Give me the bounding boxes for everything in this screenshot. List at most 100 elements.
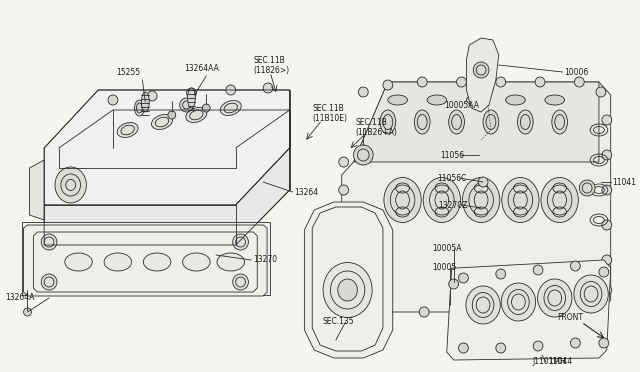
Ellipse shape xyxy=(467,95,486,105)
Ellipse shape xyxy=(217,253,244,271)
Text: 10006: 10006 xyxy=(564,67,589,77)
Ellipse shape xyxy=(141,92,149,112)
Circle shape xyxy=(496,343,506,353)
Circle shape xyxy=(596,87,606,97)
Ellipse shape xyxy=(466,286,500,324)
Text: 11044: 11044 xyxy=(548,357,572,366)
Text: FRONT: FRONT xyxy=(557,314,584,323)
Ellipse shape xyxy=(574,275,608,313)
Circle shape xyxy=(602,115,612,125)
Circle shape xyxy=(41,234,57,250)
Polygon shape xyxy=(44,148,290,245)
Circle shape xyxy=(458,343,468,353)
Circle shape xyxy=(564,307,574,317)
Ellipse shape xyxy=(502,177,539,222)
Ellipse shape xyxy=(188,88,195,108)
Circle shape xyxy=(599,267,609,277)
Circle shape xyxy=(496,269,506,279)
Text: SEC.11B: SEC.11B xyxy=(253,55,285,64)
Circle shape xyxy=(417,77,427,87)
Circle shape xyxy=(419,307,429,317)
Text: 10005: 10005 xyxy=(432,263,456,273)
Circle shape xyxy=(168,111,176,119)
Polygon shape xyxy=(29,160,44,220)
Ellipse shape xyxy=(483,110,499,134)
Circle shape xyxy=(535,77,545,87)
Ellipse shape xyxy=(104,253,132,271)
Polygon shape xyxy=(447,260,611,360)
Circle shape xyxy=(570,261,580,271)
Circle shape xyxy=(533,341,543,351)
Circle shape xyxy=(602,185,612,195)
Ellipse shape xyxy=(506,95,525,105)
Text: SEC.11B: SEC.11B xyxy=(312,103,344,112)
Circle shape xyxy=(180,98,193,112)
Circle shape xyxy=(530,307,540,317)
Ellipse shape xyxy=(65,253,92,271)
Circle shape xyxy=(478,177,488,187)
Circle shape xyxy=(358,87,368,97)
Circle shape xyxy=(602,255,612,265)
Ellipse shape xyxy=(423,177,461,222)
Circle shape xyxy=(233,274,248,290)
Circle shape xyxy=(383,80,393,90)
Circle shape xyxy=(449,279,458,289)
Text: 13264AA: 13264AA xyxy=(184,64,220,73)
Circle shape xyxy=(383,307,393,317)
Circle shape xyxy=(353,145,373,165)
Circle shape xyxy=(594,303,604,313)
Circle shape xyxy=(496,77,506,87)
Circle shape xyxy=(339,220,349,230)
Circle shape xyxy=(358,303,368,313)
Text: SEC.135: SEC.135 xyxy=(322,317,354,327)
Ellipse shape xyxy=(545,95,564,105)
Polygon shape xyxy=(467,38,499,112)
Circle shape xyxy=(24,308,31,316)
Circle shape xyxy=(226,85,236,95)
Polygon shape xyxy=(353,82,599,162)
Ellipse shape xyxy=(134,100,145,116)
Circle shape xyxy=(599,338,609,348)
Ellipse shape xyxy=(552,110,568,134)
Circle shape xyxy=(233,234,248,250)
Ellipse shape xyxy=(463,177,500,222)
Text: 13264A: 13264A xyxy=(5,294,35,302)
Text: 11056C: 11056C xyxy=(437,173,467,183)
Circle shape xyxy=(579,180,595,196)
Ellipse shape xyxy=(388,95,408,105)
Text: 10005AA: 10005AA xyxy=(444,100,479,109)
Ellipse shape xyxy=(380,110,396,134)
Ellipse shape xyxy=(449,110,465,134)
Text: 11041: 11041 xyxy=(612,177,637,186)
Ellipse shape xyxy=(384,177,421,222)
Ellipse shape xyxy=(152,115,173,129)
Polygon shape xyxy=(44,90,290,205)
Text: SEC.11B: SEC.11B xyxy=(355,118,387,126)
Circle shape xyxy=(340,290,351,300)
Ellipse shape xyxy=(501,283,536,321)
Circle shape xyxy=(456,307,467,317)
Circle shape xyxy=(602,150,612,160)
Text: (11B10E): (11B10E) xyxy=(312,113,348,122)
Ellipse shape xyxy=(518,110,533,134)
Text: 13270: 13270 xyxy=(253,256,278,264)
Polygon shape xyxy=(342,82,611,312)
Ellipse shape xyxy=(182,253,210,271)
Circle shape xyxy=(494,307,504,317)
Ellipse shape xyxy=(538,279,572,317)
Text: (11826>): (11826>) xyxy=(253,65,289,74)
Text: 10005A: 10005A xyxy=(432,244,461,253)
Polygon shape xyxy=(305,202,393,358)
Circle shape xyxy=(574,77,584,87)
Circle shape xyxy=(458,273,468,283)
Circle shape xyxy=(533,265,543,275)
Circle shape xyxy=(602,285,612,295)
Circle shape xyxy=(339,185,349,195)
Circle shape xyxy=(473,62,489,78)
Circle shape xyxy=(108,95,118,105)
Circle shape xyxy=(147,91,157,101)
Ellipse shape xyxy=(220,100,241,115)
Polygon shape xyxy=(22,222,270,295)
Ellipse shape xyxy=(55,167,86,203)
Circle shape xyxy=(602,220,612,230)
